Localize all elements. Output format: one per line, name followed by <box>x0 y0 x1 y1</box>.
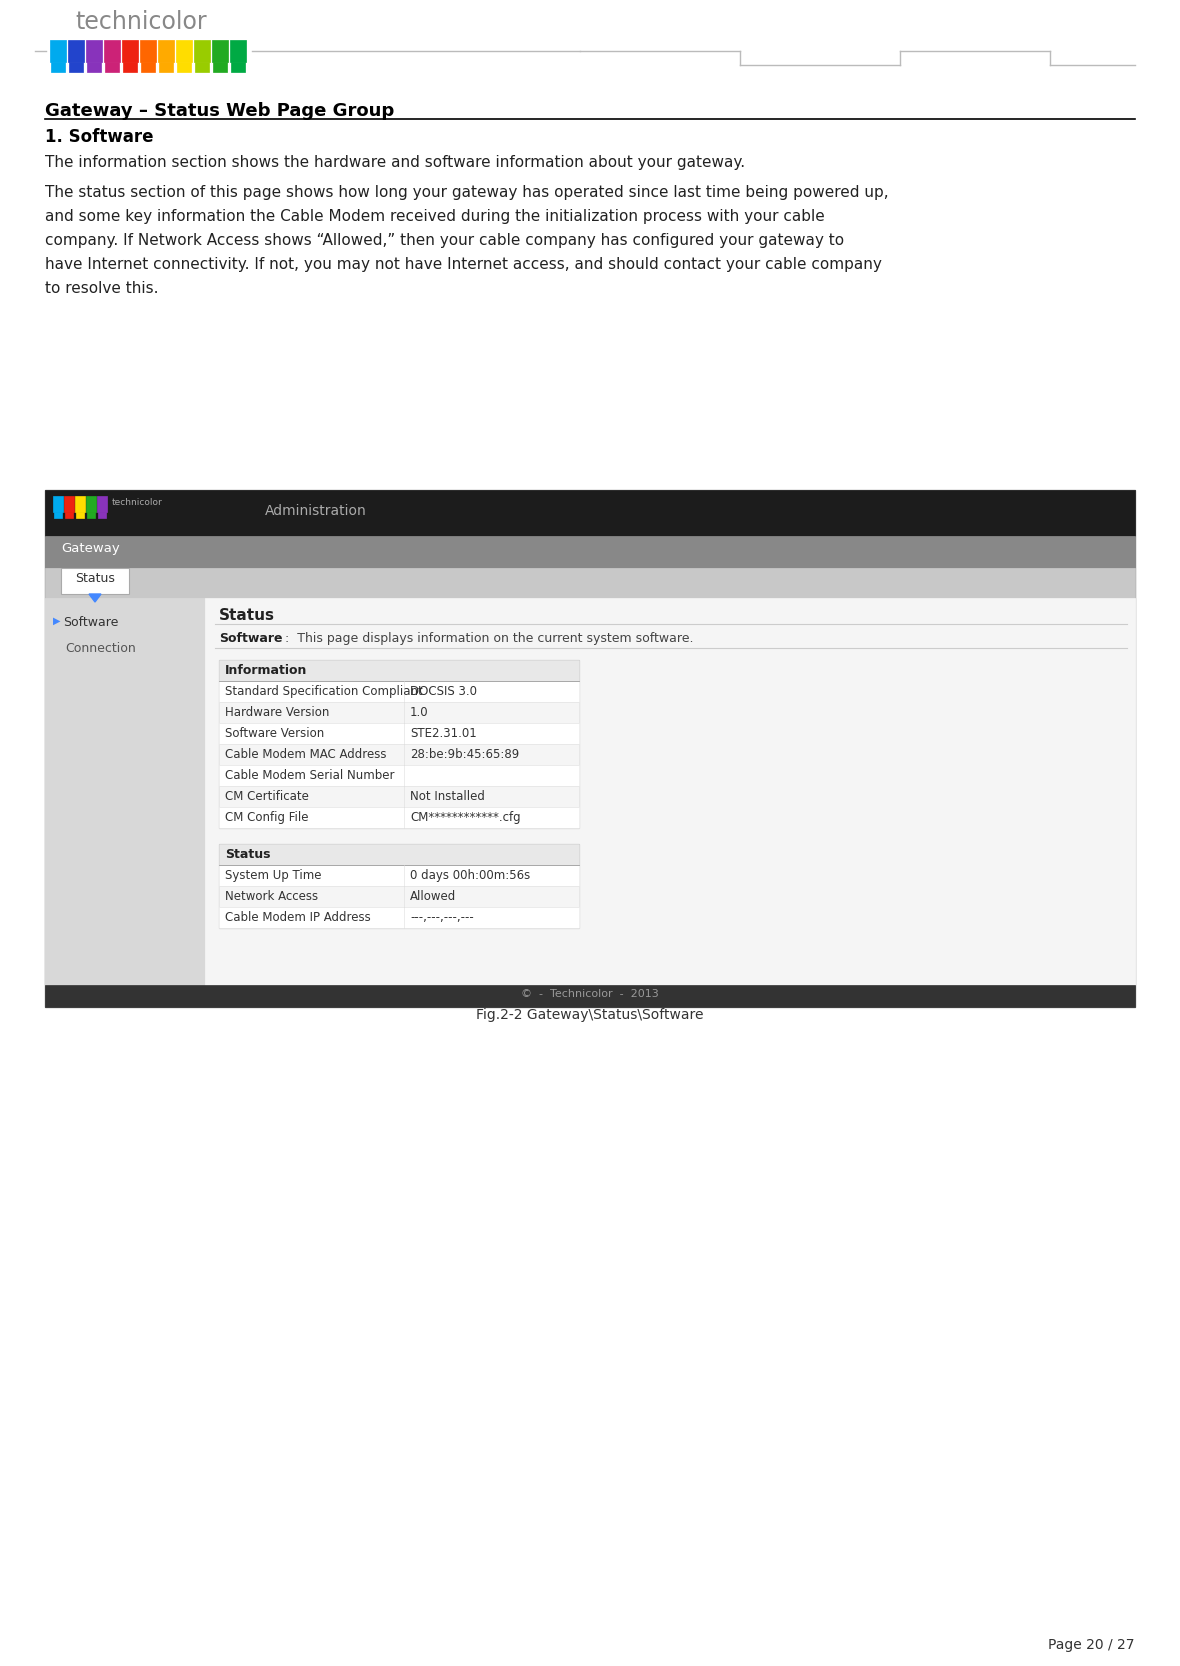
Text: company. If Network Access shows “Allowed,” then your cable company has configur: company. If Network Access shows “Allowe… <box>45 233 844 248</box>
Text: Status: Status <box>76 571 114 585</box>
Text: Gateway – Status Web Page Group: Gateway – Status Web Page Group <box>45 102 394 120</box>
Text: System Up Time: System Up Time <box>225 870 321 881</box>
Bar <box>122 40 138 62</box>
Text: Fig.2-2 Gateway\Status\Software: Fig.2-2 Gateway\Status\Software <box>477 1008 703 1021</box>
Bar <box>219 660 579 681</box>
Bar <box>51 62 65 72</box>
Text: 1. Software: 1. Software <box>45 128 153 147</box>
Bar <box>219 806 579 828</box>
Text: Software: Software <box>219 631 282 645</box>
Bar <box>105 62 119 72</box>
Text: technicolor: technicolor <box>76 10 206 33</box>
Text: STE2.31.01: STE2.31.01 <box>409 726 477 740</box>
Bar <box>123 62 137 72</box>
Bar <box>219 886 579 906</box>
Bar <box>98 511 106 518</box>
Bar <box>45 598 205 985</box>
Text: 28:be:9b:45:65:89: 28:be:9b:45:65:89 <box>409 748 519 761</box>
Text: DOCSIS 3.0: DOCSIS 3.0 <box>409 685 477 698</box>
Text: Status: Status <box>219 608 275 623</box>
Text: ▶: ▶ <box>53 616 60 626</box>
Text: Software Version: Software Version <box>225 726 324 740</box>
Bar <box>104 40 120 62</box>
Text: ©  -  Technicolor  -  2013: © - Technicolor - 2013 <box>522 990 658 1000</box>
Text: 1.0: 1.0 <box>409 706 428 720</box>
Bar <box>45 568 1135 598</box>
Text: Information: Information <box>225 665 307 676</box>
Bar <box>76 496 85 511</box>
Bar <box>219 745 579 765</box>
Bar <box>194 40 210 62</box>
Text: Allowed: Allowed <box>409 890 457 903</box>
Text: Cable Modem MAC Address: Cable Modem MAC Address <box>225 748 387 761</box>
Text: Gateway: Gateway <box>61 541 119 555</box>
Bar <box>61 568 129 595</box>
Bar <box>140 62 155 72</box>
Text: Standard Specification Compliant: Standard Specification Compliant <box>225 685 422 698</box>
Bar <box>45 490 1135 536</box>
Text: CM************.cfg: CM************.cfg <box>409 811 520 825</box>
Bar <box>140 40 156 62</box>
Text: The information section shows the hardware and software information about your g: The information section shows the hardwa… <box>45 155 745 170</box>
Bar <box>87 62 101 72</box>
Bar <box>64 496 74 511</box>
Bar <box>45 536 1135 568</box>
Bar <box>205 598 1135 985</box>
Bar <box>45 985 1135 1006</box>
Bar <box>219 845 579 928</box>
Text: to resolve this.: to resolve this. <box>45 282 158 297</box>
Bar <box>76 511 84 518</box>
Text: have Internet connectivity. If not, you may not have Internet access, and should: have Internet connectivity. If not, you … <box>45 257 881 272</box>
Text: The status section of this page shows how long your gateway has operated since l: The status section of this page shows ho… <box>45 185 889 200</box>
Text: and some key information the Cable Modem received during the initialization proc: and some key information the Cable Modem… <box>45 208 825 223</box>
Text: Cable Modem IP Address: Cable Modem IP Address <box>225 911 371 925</box>
Bar <box>176 40 192 62</box>
Bar <box>219 765 579 786</box>
Bar <box>86 40 101 62</box>
Bar <box>219 845 579 865</box>
Bar <box>219 786 579 806</box>
Bar <box>158 40 173 62</box>
Bar <box>219 865 579 886</box>
Text: ---,---,---,---: ---,---,---,--- <box>409 911 473 925</box>
Bar <box>50 40 66 62</box>
Text: Administration: Administration <box>266 505 367 518</box>
Bar <box>86 496 96 511</box>
Bar <box>68 62 83 72</box>
Bar <box>219 660 579 828</box>
Bar <box>212 40 228 62</box>
Bar <box>65 511 73 518</box>
Bar <box>45 598 1135 985</box>
Bar <box>45 490 1135 1006</box>
Bar <box>231 62 245 72</box>
Text: Connection: Connection <box>65 641 136 655</box>
Text: 0 days 00h:00m:56s: 0 days 00h:00m:56s <box>409 870 530 881</box>
Text: Not Installed: Not Installed <box>409 790 485 803</box>
Bar <box>159 62 173 72</box>
Text: CM Certificate: CM Certificate <box>225 790 309 803</box>
Text: Hardware Version: Hardware Version <box>225 706 329 720</box>
Bar <box>219 906 579 928</box>
Bar <box>219 681 579 701</box>
Text: Software: Software <box>63 616 118 630</box>
Bar <box>195 62 209 72</box>
Bar <box>214 62 227 72</box>
Bar <box>219 723 579 745</box>
Bar <box>68 40 84 62</box>
Polygon shape <box>88 595 101 601</box>
Bar <box>230 40 245 62</box>
Bar <box>97 496 107 511</box>
Text: :  This page displays information on the current system software.: : This page displays information on the … <box>277 631 694 645</box>
Text: CM Config File: CM Config File <box>225 811 308 825</box>
Bar <box>219 701 579 723</box>
Bar <box>87 511 96 518</box>
Bar <box>53 496 63 511</box>
Text: Page 20 / 27: Page 20 / 27 <box>1049 1638 1135 1653</box>
Text: Status: Status <box>225 848 270 861</box>
Bar <box>54 511 63 518</box>
Text: Network Access: Network Access <box>225 890 319 903</box>
Text: technicolor: technicolor <box>112 498 163 506</box>
Bar <box>177 62 191 72</box>
Text: Cable Modem Serial Number: Cable Modem Serial Number <box>225 770 394 781</box>
